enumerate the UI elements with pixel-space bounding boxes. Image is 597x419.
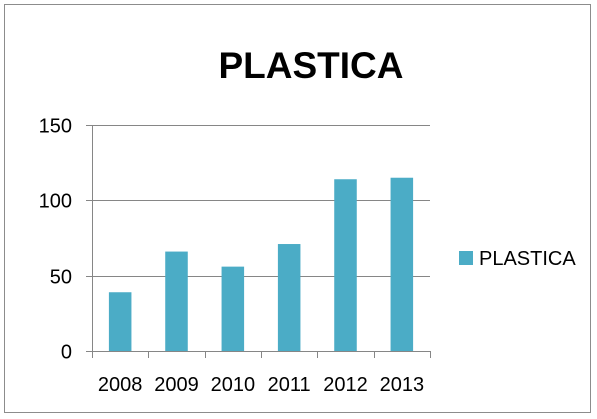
bar <box>108 292 132 351</box>
bar <box>334 179 357 351</box>
x-tick-label: 2011 <box>268 374 311 396</box>
bars <box>108 177 414 351</box>
y-tick-label: 0 <box>61 342 72 364</box>
bar-chart: PLASTICA 0 50 100 150 2008 2009 2010 2011 2012 20… <box>39 45 577 397</box>
y-tick-label: 100 <box>39 191 72 213</box>
axes <box>86 125 431 358</box>
chart-title: PLASTICA <box>219 45 404 86</box>
x-tick-label: 2013 <box>380 374 425 396</box>
bar <box>165 251 188 351</box>
x-tick-label: 2009 <box>154 374 199 396</box>
legend-swatch <box>459 251 473 265</box>
bar <box>277 244 301 351</box>
x-tick-label: 2012 <box>323 374 368 396</box>
bar <box>390 177 414 351</box>
legend-label: PLASTICA <box>479 248 576 270</box>
gridlines <box>92 125 430 277</box>
bar <box>221 266 245 351</box>
x-tick-label: 2010 <box>211 374 256 396</box>
chart-area: PLASTICA 0 50 100 150 2008 2009 2010 2011 2012 20… <box>4 4 591 413</box>
legend: PLASTICA <box>459 248 576 270</box>
y-tick-label: 50 <box>50 267 72 289</box>
tick-labels: 0 50 100 150 2008 2009 2010 2011 2012 2013 <box>39 116 424 397</box>
y-tick-label: 150 <box>39 116 72 138</box>
x-tick-label: 2008 <box>98 374 143 396</box>
